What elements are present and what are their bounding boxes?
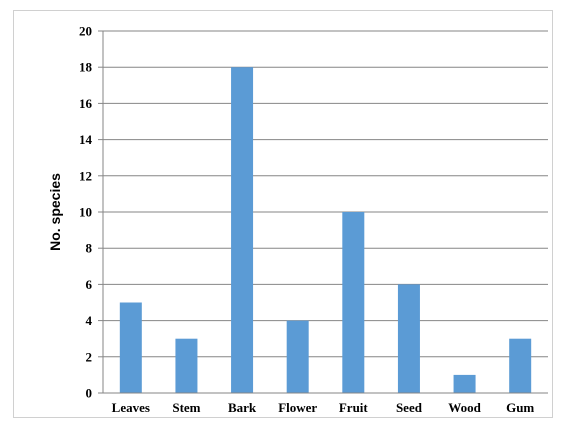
x-tick-label: Gum — [506, 400, 534, 415]
y-tick-label: 0 — [86, 386, 93, 401]
y-tick-label: 18 — [79, 60, 93, 75]
x-tick-label: Fruit — [339, 400, 369, 415]
bar-gum — [509, 338, 532, 393]
y-axis-title: No. species — [47, 173, 63, 251]
y-tick-label: 14 — [79, 132, 93, 147]
bar-fruit — [342, 212, 365, 393]
bar-seed — [397, 284, 420, 393]
y-tick-label: 6 — [86, 277, 93, 292]
x-tick-labels: Leaves Stem Bark Flower Fruit Seed Wood Gum — [112, 400, 535, 415]
x-tick-label: Seed — [396, 400, 423, 415]
gridlines — [103, 30, 548, 358]
bar-wood — [453, 374, 476, 393]
x-tick-label: Bark — [228, 400, 257, 415]
axes — [98, 30, 548, 394]
y-tick-label: 10 — [79, 205, 92, 220]
x-tick-label: Stem — [172, 400, 200, 415]
bar-stem — [175, 338, 198, 393]
y-tick-labels: 0 2 4 6 8 10 12 14 16 18 20 — [79, 24, 93, 401]
y-tick-label: 8 — [86, 241, 93, 256]
x-tick-label: Flower — [278, 400, 317, 415]
bar-leaves — [119, 302, 142, 393]
bars — [119, 67, 532, 393]
bar-bark — [231, 67, 254, 393]
x-tick-label: Leaves — [112, 400, 150, 415]
y-tick-label: 16 — [79, 96, 93, 111]
y-tick-label: 12 — [79, 168, 92, 183]
y-tick-label: 4 — [86, 313, 93, 328]
y-tick-label: 20 — [79, 24, 92, 39]
x-tick-label: Wood — [448, 400, 481, 415]
y-tick-label: 2 — [86, 349, 93, 364]
bar-flower — [286, 320, 309, 393]
